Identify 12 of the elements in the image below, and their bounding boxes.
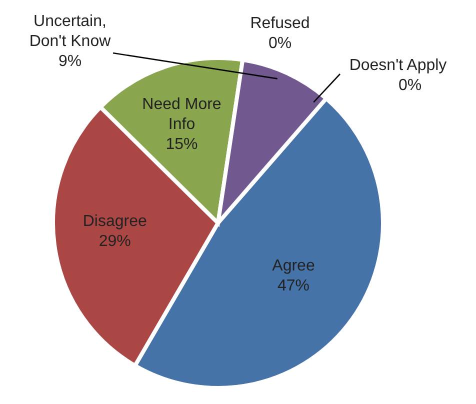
slice-label: Uncertain, Don't Know: [29, 13, 112, 50]
text: 0%: [398, 77, 422, 94]
data-label: 9%: [58, 53, 82, 70]
data-label: 15%: [166, 136, 198, 154]
slice-label: Disagree: [82, 213, 147, 230]
slice-label: Agree: [272, 258, 315, 275]
data-label: 47%: [277, 278, 310, 295]
text: 0%: [268, 35, 292, 52]
slice-label: Need More Info: [142, 96, 222, 134]
category-label: Refused: [250, 15, 310, 32]
data-label: 29%: [98, 233, 131, 250]
category-label: Doesn't Apply: [349, 57, 447, 74]
